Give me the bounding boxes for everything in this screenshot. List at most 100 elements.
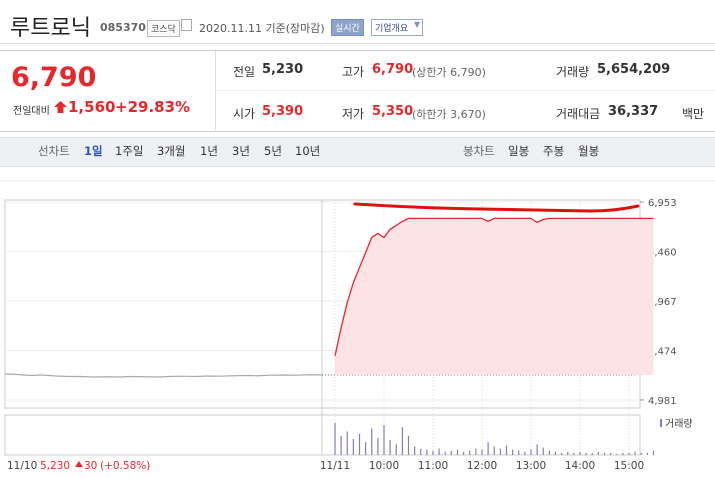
volume-bar	[456, 449, 459, 455]
line-chart-label: 선차트	[38, 144, 70, 158]
volume-bar	[567, 451, 569, 455]
volume-bar	[518, 450, 520, 455]
change-rate: +29.83%	[115, 98, 191, 116]
low-label: 저가	[342, 107, 365, 121]
volume-bar	[383, 425, 385, 455]
amount-label: 거래대금	[556, 107, 601, 121]
volume-bar	[505, 445, 508, 455]
tab[interactable]: 1주일	[115, 144, 144, 158]
tab[interactable]: 주봉	[543, 144, 565, 158]
volume-bar	[646, 452, 648, 455]
realtime-button[interactable]: 실시간	[331, 19, 364, 36]
tab[interactable]: 3개월	[157, 144, 186, 158]
volume-bar	[395, 444, 397, 455]
volume-bar	[377, 437, 379, 455]
volume-bar	[438, 448, 440, 455]
x-tick-label: 10:00	[369, 460, 399, 472]
volume-bar	[603, 452, 606, 455]
tab[interactable]: 10년	[295, 144, 321, 158]
market-badge: 코스닥	[147, 20, 180, 37]
volume-bar	[628, 452, 630, 455]
volume-bar	[597, 451, 599, 455]
volume-bar	[652, 450, 655, 455]
up-icon	[54, 101, 67, 113]
tab[interactable]: 월봉	[578, 144, 600, 158]
change-amount: 1,560	[68, 98, 116, 116]
current-price: 6,790	[11, 62, 97, 93]
volume-bar	[512, 449, 514, 455]
tab[interactable]: 일봉	[508, 144, 530, 158]
volume-bar	[548, 450, 550, 455]
prev-date: 11/10	[7, 460, 37, 472]
x-tick-label: 11/11	[320, 460, 350, 472]
y-tick-label: 4,981	[648, 396, 677, 407]
y-tick-label: 6,460	[648, 247, 677, 258]
volume-bar	[334, 423, 336, 455]
volume-bar	[358, 433, 361, 455]
y-tick-label: 5,967	[648, 297, 677, 308]
volume-value: 5,654,209	[597, 62, 671, 77]
volume-bar	[340, 435, 342, 455]
tab[interactable]: 5년	[264, 144, 282, 158]
tab-bar	[0, 137, 715, 167]
prev-close: 5,230	[40, 460, 70, 472]
up-triangle	[75, 461, 83, 467]
y-tick-label: 5,474	[648, 346, 677, 357]
volume-bar	[542, 447, 544, 455]
open-value: 5,390	[262, 104, 304, 119]
volume-bar	[469, 450, 471, 455]
divider	[215, 90, 715, 91]
volume-bar	[481, 449, 483, 455]
volume-label: 거래량	[556, 65, 590, 79]
volume-bar	[616, 453, 618, 455]
volume-bar	[524, 451, 526, 455]
annotation-stroke	[353, 202, 640, 213]
volume-bar	[554, 451, 557, 455]
volume-bar	[573, 452, 575, 455]
volume-bar	[487, 442, 489, 455]
previous-line	[4, 373, 323, 378]
tab[interactable]: 1일	[84, 144, 103, 158]
volume-bar	[365, 442, 367, 455]
x-tick-label: 15:00	[614, 460, 644, 472]
volume-bar	[585, 452, 587, 455]
y-tick-label: 6,953	[648, 198, 677, 209]
volume-bar	[536, 444, 538, 455]
x-tick-label: 12:00	[467, 460, 497, 472]
volume-bar	[622, 452, 624, 455]
open-label: 시가	[233, 107, 256, 121]
volume-bar	[426, 449, 428, 455]
low-value: 5,350	[372, 104, 414, 119]
volume-bar	[530, 449, 532, 455]
volume-bar	[561, 452, 563, 455]
x-tick-label: 14:00	[565, 460, 595, 472]
high-value: 6,790	[372, 62, 414, 77]
base-date: 2020.11.11 기준(장마감)	[199, 22, 325, 35]
prev-value: 5,230	[262, 62, 304, 77]
volume-bar	[346, 431, 348, 455]
prev-rate: (+0.58%)	[100, 460, 150, 472]
summary-box	[0, 50, 715, 132]
volume-bar	[591, 452, 593, 455]
tab[interactable]: 3년	[232, 144, 250, 158]
change-label: 전일대비	[13, 106, 50, 117]
volume-bar	[414, 446, 416, 455]
volume-bar	[432, 450, 434, 455]
stock-name: 루트로닉	[10, 16, 91, 41]
x-tick-label: 11:00	[418, 460, 448, 472]
volume-bar	[610, 452, 612, 455]
amount-unit: 백만	[682, 107, 705, 121]
volume-legend: 거래량	[665, 418, 693, 430]
copy-icon[interactable]	[181, 19, 192, 31]
prev-label: 전일	[233, 65, 256, 79]
overview-dropdown[interactable]: 기업개요	[371, 19, 424, 36]
x-tick-label: 13:00	[516, 460, 546, 472]
volume-bar	[634, 451, 636, 455]
volume-bar	[420, 448, 422, 455]
volume-legend-swatch	[660, 419, 662, 427]
volume-bar	[407, 435, 410, 455]
tab[interactable]: 1년	[200, 144, 218, 158]
volume-bar	[640, 452, 642, 455]
